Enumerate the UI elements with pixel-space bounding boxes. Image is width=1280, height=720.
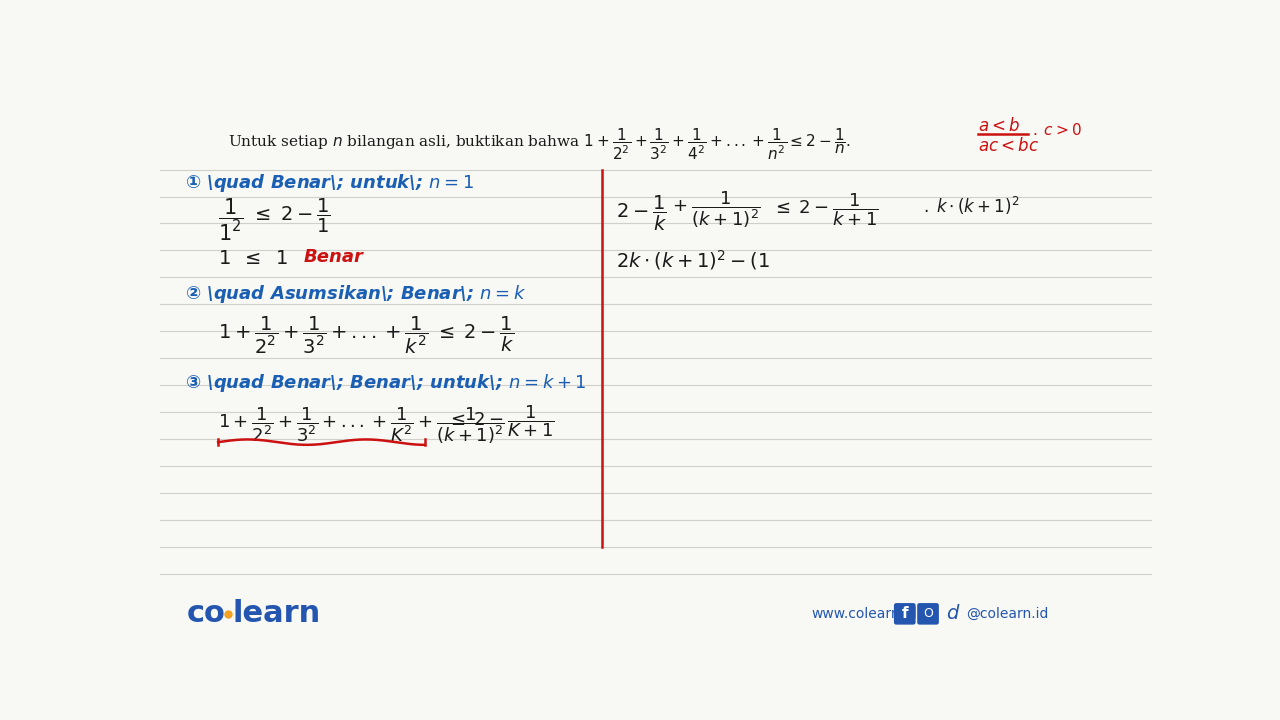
Text: ① \quad Benar\; untuk\; $n = 1$: ① \quad Benar\; untuk\; $n = 1$ (184, 171, 474, 194)
Text: Benar: Benar (303, 248, 364, 266)
Text: ② \quad Asumsikan\; Benar\; $n = k$: ② \quad Asumsikan\; Benar\; $n = k$ (184, 283, 526, 305)
Text: d: d (946, 603, 959, 623)
Text: $. \; c > 0$: $. \; c > 0$ (1032, 122, 1082, 138)
Text: $\leq \; 2 - \dfrac{1}{k+1}$: $\leq \; 2 - \dfrac{1}{k+1}$ (772, 192, 879, 228)
Text: co: co (187, 599, 227, 629)
Text: ③ \quad Benar\; Benar\; untuk\; $n = k+1$: ③ \quad Benar\; Benar\; untuk\; $n = k+1… (184, 372, 586, 394)
Text: Untuk setiap $n$ bilangan asli, buktikan bahwa $1 + \dfrac{1}{2^2}+\dfrac{1}{3^2: Untuk setiap $n$ bilangan asli, buktikan… (228, 127, 851, 162)
Text: @colearn.id: @colearn.id (966, 607, 1048, 621)
Text: $\dfrac{1}{1^2}$: $\dfrac{1}{1^2}$ (218, 197, 243, 243)
Text: $1 + \dfrac{1}{2^2} + \dfrac{1}{3^2} + ... + \dfrac{1}{K^2} + \dfrac{1}{(k+1)^2}: $1 + \dfrac{1}{2^2} + \dfrac{1}{3^2} + .… (218, 405, 506, 446)
Text: $\leq \; 2 - \dfrac{1}{K+1}$: $\leq \; 2 - \dfrac{1}{K+1}$ (447, 403, 554, 439)
Text: www.colearn.id: www.colearn.id (812, 607, 916, 621)
Text: $\leq \; 2 - \dfrac{1}{1}$: $\leq \; 2 - \dfrac{1}{1}$ (251, 197, 332, 235)
Text: $ac < bc$: $ac < bc$ (978, 138, 1039, 156)
Text: $.\; k \cdot (k+1)^2$: $.\; k \cdot (k+1)^2$ (923, 194, 1020, 217)
FancyBboxPatch shape (918, 603, 938, 625)
Text: $a < b$: $a < b$ (978, 117, 1020, 135)
Text: O: O (923, 608, 933, 621)
Text: $+ \; \dfrac{1}{(k+1)^2}$: $+ \; \dfrac{1}{(k+1)^2}$ (672, 189, 760, 230)
Text: $2k \cdot (k+1)^2 - (1$: $2k \cdot (k+1)^2 - (1$ (616, 248, 769, 271)
Text: $1 + \dfrac{1}{2^2} + \dfrac{1}{3^2} + ... + \dfrac{1}{k^2} \;\leq\; 2 - \dfrac{: $1 + \dfrac{1}{2^2} + \dfrac{1}{3^2} + .… (218, 315, 515, 356)
Text: $2 - \dfrac{1}{k}$: $2 - \dfrac{1}{k}$ (616, 194, 667, 233)
Text: learn: learn (232, 599, 320, 629)
FancyBboxPatch shape (893, 603, 915, 625)
Text: $1 \;\; \leq \;\; 1$: $1 \;\; \leq \;\; 1$ (218, 248, 288, 268)
Text: f: f (901, 606, 908, 621)
